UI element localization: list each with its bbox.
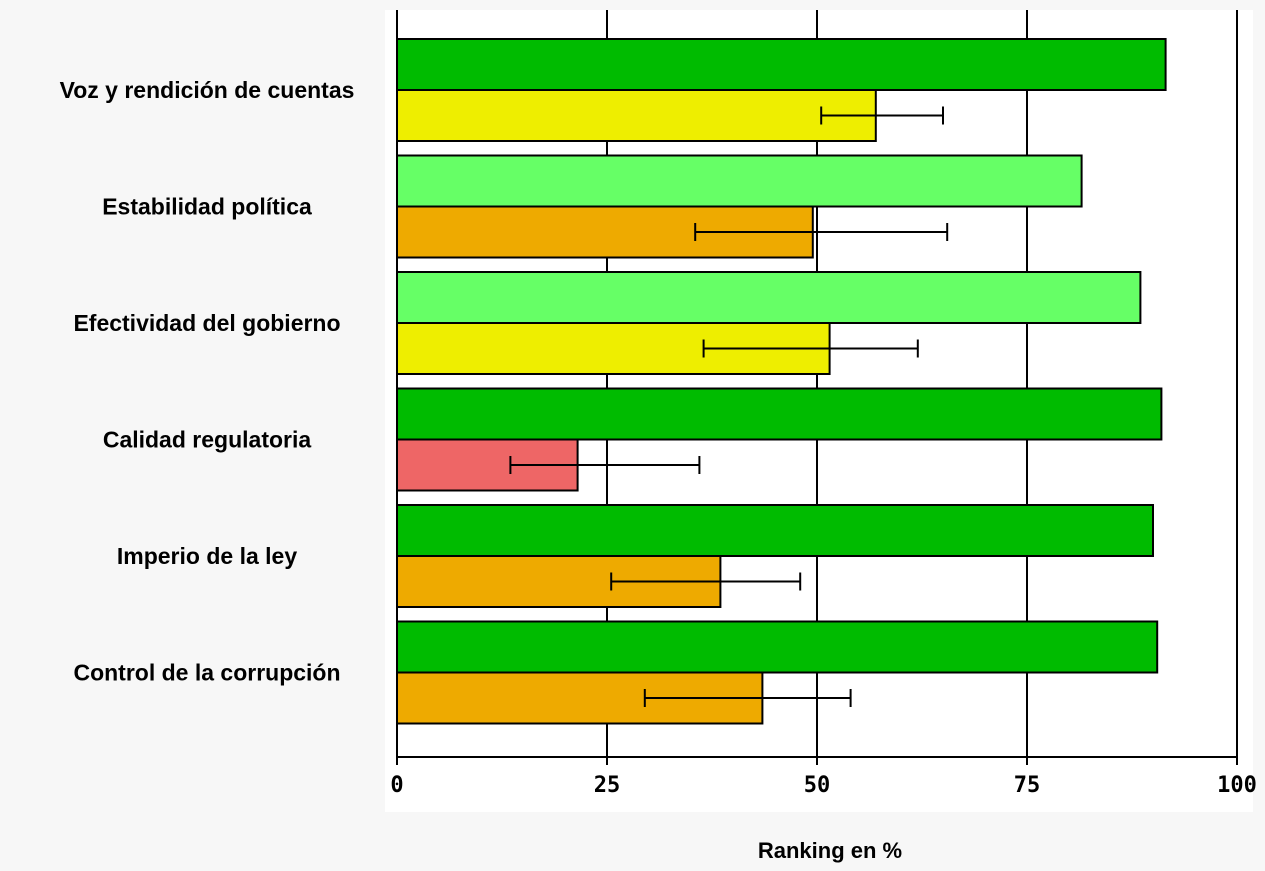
category-label: Efectividad del gobierno	[73, 310, 340, 336]
x-tick-label: 50	[804, 773, 831, 798]
category-label: Control de la corrupción	[73, 660, 340, 686]
bar	[396, 154, 1083, 208]
category-label: Calidad regulatoria	[103, 427, 312, 453]
bar	[396, 271, 1142, 324]
category-label: Voz y rendición de cuentas	[60, 77, 355, 103]
x-tick-label: 100	[1217, 773, 1257, 798]
bar	[396, 38, 1167, 91]
x-tick-label: 0	[390, 773, 403, 798]
x-axis-label: Ranking en %	[758, 838, 902, 863]
axes	[396, 10, 1238, 765]
bars	[396, 38, 1167, 725]
error-bars	[509, 106, 949, 707]
bar	[396, 504, 1154, 557]
bar	[396, 620, 1159, 674]
bar	[396, 89, 877, 142]
bar	[396, 387, 1163, 441]
category-label: Estabilidad política	[102, 194, 312, 220]
category-label: Imperio de la ley	[117, 543, 297, 569]
x-tick-label: 75	[1014, 773, 1041, 798]
x-tick-label: 25	[594, 773, 621, 798]
category-labels: Voz y rendición de cuentas Estabilidad po…	[60, 77, 355, 686]
x-tick-labels: 0 25 50 75 100	[390, 773, 1257, 798]
